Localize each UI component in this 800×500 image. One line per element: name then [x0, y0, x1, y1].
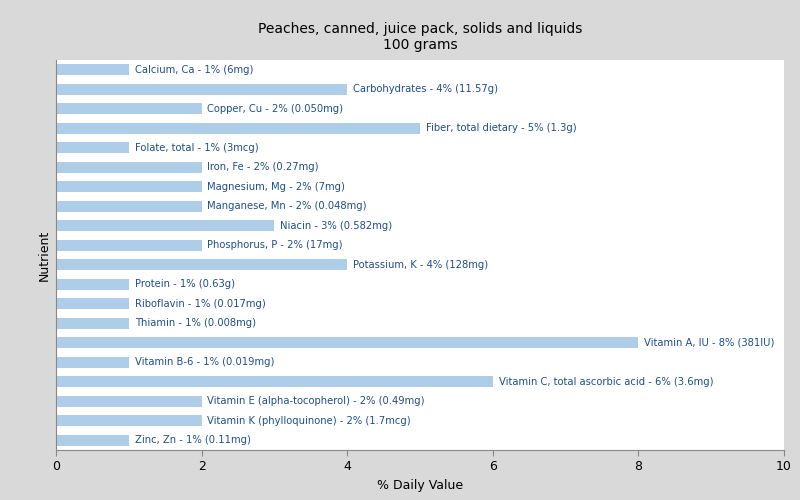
Bar: [56, 240, 202, 250]
Bar: [56, 396, 202, 406]
Text: Fiber, total dietary - 5% (1.3g): Fiber, total dietary - 5% (1.3g): [426, 123, 577, 133]
Text: Protein - 1% (0.63g): Protein - 1% (0.63g): [134, 279, 234, 289]
Text: Copper, Cu - 2% (0.050mg): Copper, Cu - 2% (0.050mg): [207, 104, 343, 114]
Bar: [56, 64, 129, 75]
Text: Vitamin B-6 - 1% (0.019mg): Vitamin B-6 - 1% (0.019mg): [134, 357, 274, 367]
Text: Manganese, Mn - 2% (0.048mg): Manganese, Mn - 2% (0.048mg): [207, 201, 367, 211]
Bar: [56, 279, 129, 289]
Text: Phosphorus, P - 2% (17mg): Phosphorus, P - 2% (17mg): [207, 240, 343, 250]
Bar: [56, 357, 129, 368]
Bar: [56, 298, 129, 309]
Text: Niacin - 3% (0.582mg): Niacin - 3% (0.582mg): [280, 221, 392, 231]
Bar: [56, 84, 347, 94]
Bar: [56, 182, 202, 192]
Text: Vitamin A, IU - 8% (381IU): Vitamin A, IU - 8% (381IU): [644, 338, 774, 348]
Text: Calcium, Ca - 1% (6mg): Calcium, Ca - 1% (6mg): [134, 64, 253, 74]
Bar: [56, 376, 493, 387]
Text: Folate, total - 1% (3mcg): Folate, total - 1% (3mcg): [134, 143, 258, 153]
Bar: [56, 104, 202, 114]
Text: Potassium, K - 4% (128mg): Potassium, K - 4% (128mg): [353, 260, 488, 270]
Y-axis label: Nutrient: Nutrient: [38, 230, 50, 280]
Title: Peaches, canned, juice pack, solids and liquids
100 grams: Peaches, canned, juice pack, solids and …: [258, 22, 582, 52]
Text: Zinc, Zn - 1% (0.11mg): Zinc, Zn - 1% (0.11mg): [134, 435, 250, 446]
Text: Riboflavin - 1% (0.017mg): Riboflavin - 1% (0.017mg): [134, 298, 266, 308]
Bar: [56, 220, 274, 231]
Bar: [56, 435, 129, 446]
Bar: [56, 123, 420, 134]
Bar: [56, 318, 129, 328]
Bar: [56, 416, 202, 426]
Bar: [56, 162, 202, 172]
Text: Carbohydrates - 4% (11.57g): Carbohydrates - 4% (11.57g): [353, 84, 498, 94]
Bar: [56, 338, 638, 348]
Bar: [56, 260, 347, 270]
Text: Iron, Fe - 2% (0.27mg): Iron, Fe - 2% (0.27mg): [207, 162, 319, 172]
Text: Vitamin C, total ascorbic acid - 6% (3.6mg): Vitamin C, total ascorbic acid - 6% (3.6…: [498, 377, 713, 387]
Text: Vitamin K (phylloquinone) - 2% (1.7mcg): Vitamin K (phylloquinone) - 2% (1.7mcg): [207, 416, 411, 426]
Bar: [56, 201, 202, 211]
Text: Magnesium, Mg - 2% (7mg): Magnesium, Mg - 2% (7mg): [207, 182, 346, 192]
Text: Vitamin E (alpha-tocopherol) - 2% (0.49mg): Vitamin E (alpha-tocopherol) - 2% (0.49m…: [207, 396, 425, 406]
Text: Thiamin - 1% (0.008mg): Thiamin - 1% (0.008mg): [134, 318, 256, 328]
Bar: [56, 142, 129, 153]
X-axis label: % Daily Value: % Daily Value: [377, 479, 463, 492]
